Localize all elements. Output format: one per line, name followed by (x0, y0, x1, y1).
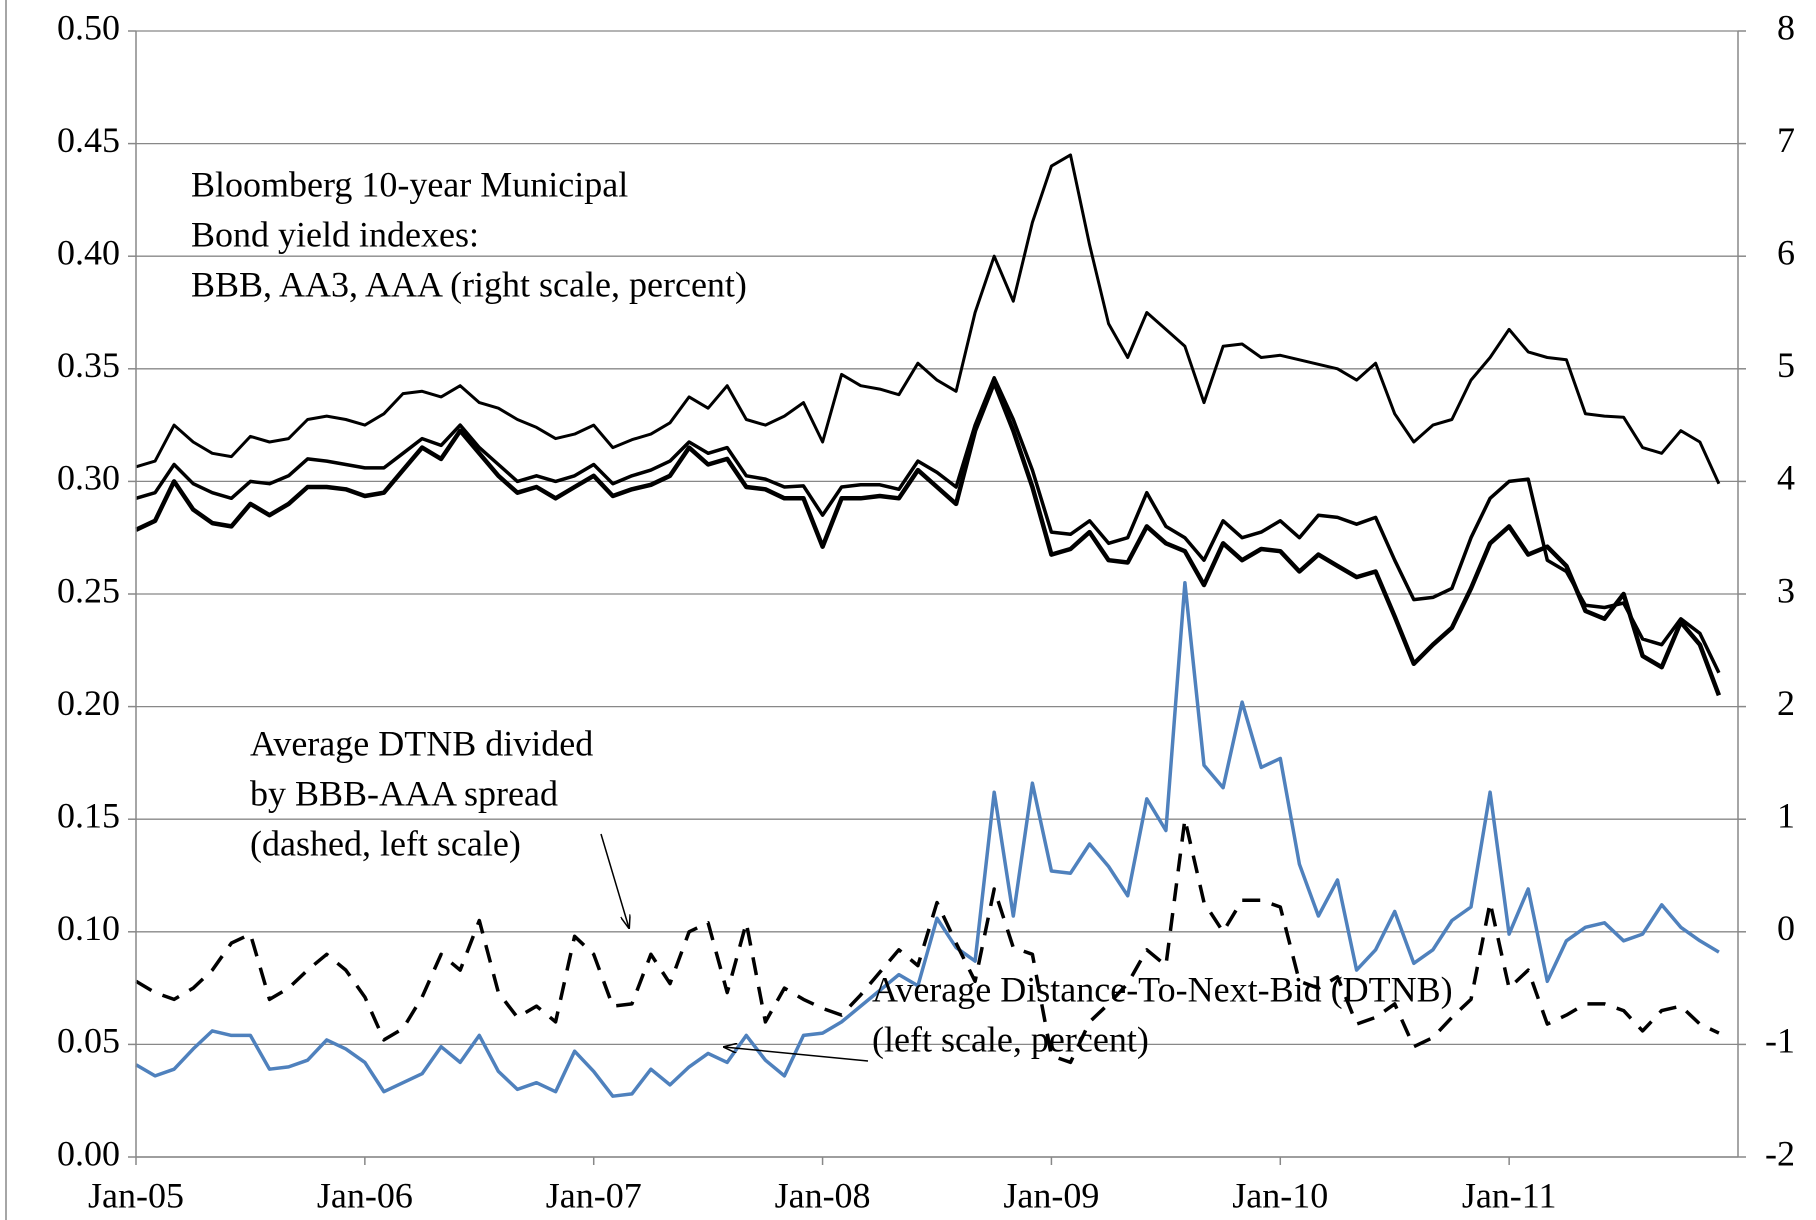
y-tick-label: 0.25 (57, 570, 120, 610)
y2-tick-label: 3 (1777, 570, 1795, 610)
y2-tick-label: -1 (1765, 1021, 1795, 1061)
series-line (135, 153, 1721, 485)
y-tick-label: 0.45 (57, 120, 120, 160)
annotation: (left scale, percent) (872, 1019, 1149, 1059)
y2-tick-label: 1 (1777, 795, 1795, 835)
annotation: (dashed, left scale) (250, 823, 521, 863)
y-tick-label: 0.30 (57, 458, 120, 498)
y-tick-label: 0.35 (57, 345, 120, 385)
x-tick-label: Jan-06 (317, 1175, 413, 1215)
y2-tick-label: 2 (1777, 683, 1795, 723)
y2-tick-label: 7 (1777, 120, 1795, 160)
y2-tick-label: 5 (1777, 345, 1795, 385)
y-tick-label: 0.40 (57, 232, 120, 272)
y2-tick-label: 6 (1777, 232, 1795, 272)
annotation: Bloomberg 10-year Municipal (191, 164, 628, 204)
y-tick-label: 0.15 (57, 795, 120, 835)
annotation: Average DTNB divided (250, 723, 593, 763)
x-tick-label: Jan-05 (88, 1175, 184, 1215)
x-tick-label: Jan-10 (1232, 1175, 1328, 1215)
annotation-arrow (724, 1047, 869, 1062)
y2-tick-label: -2 (1765, 1133, 1795, 1173)
annotation: Bond yield indexes: (191, 214, 479, 254)
series-line (135, 817, 1720, 1065)
y-tick-label: 0.20 (57, 683, 120, 723)
x-tick-label: Jan-11 (1462, 1175, 1557, 1215)
series-line (135, 380, 1722, 697)
y-tick-label: 0.05 (57, 1021, 120, 1061)
y-tick-label: 0.50 (57, 7, 120, 47)
annotation: BBB, AA3, AAA (right scale, percent) (191, 264, 747, 304)
series-line (135, 376, 1721, 674)
series (135, 153, 1722, 1098)
annotation-arrow (600, 833, 629, 928)
x-tick-label: Jan-08 (775, 1175, 871, 1215)
x-tick-label: Jan-07 (546, 1175, 642, 1215)
y2-tick-label: 0 (1777, 908, 1795, 948)
axes: 0.00 0.05 0.10 0.15 0.20 0.25 0.30 0.35 0.40 0.45… (57, 7, 1795, 1215)
series-line (135, 580, 1720, 1098)
y2-tick-label: 4 (1777, 458, 1795, 498)
y-tick-label: 0.10 (57, 908, 120, 948)
y2-tick-label: 8 (1777, 7, 1795, 47)
y-tick-label: 0.00 (57, 1133, 120, 1173)
annotation: by BBB-AAA spread (250, 773, 558, 813)
x-tick-label: Jan-09 (1003, 1175, 1099, 1215)
annotation: Average Distance-To-Next-Bid (DTNB) (872, 969, 1453, 1009)
